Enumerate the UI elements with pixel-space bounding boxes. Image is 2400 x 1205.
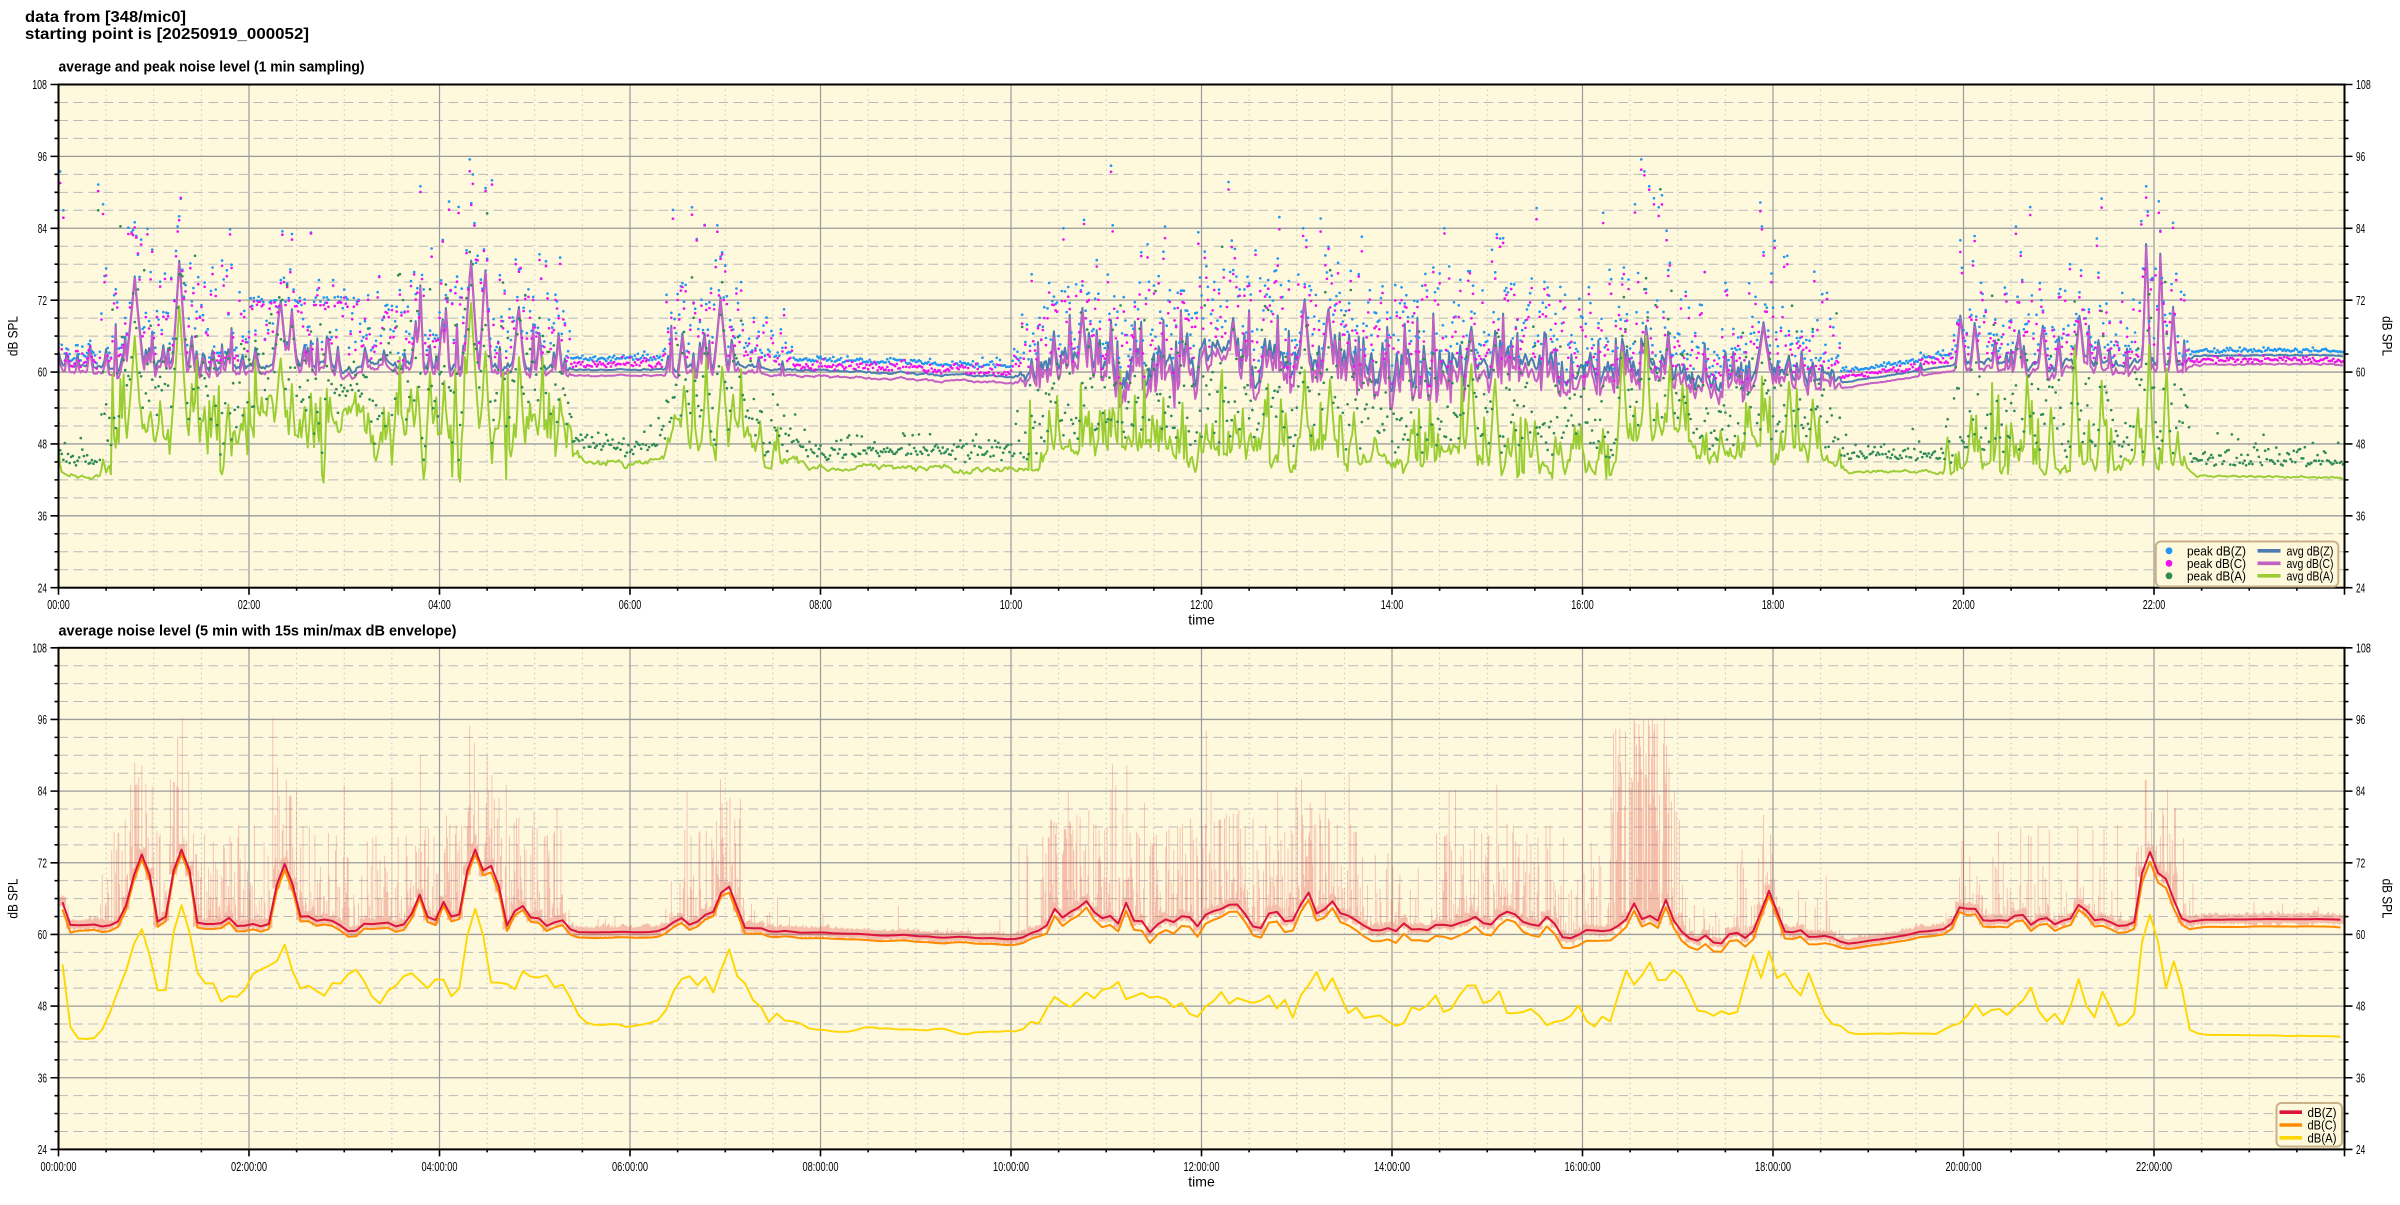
svg-text:24: 24 bbox=[38, 580, 47, 595]
svg-text:12:00:00: 12:00:00 bbox=[1184, 1159, 1220, 1174]
svg-text:10:00:00: 10:00:00 bbox=[993, 1159, 1029, 1174]
svg-text:06:00: 06:00 bbox=[619, 597, 642, 612]
svg-text:36: 36 bbox=[38, 1070, 47, 1085]
svg-text:96: 96 bbox=[38, 712, 47, 727]
svg-text:24: 24 bbox=[2356, 580, 2365, 595]
svg-text:24: 24 bbox=[2356, 1142, 2365, 1157]
svg-text:14:00:00: 14:00:00 bbox=[1374, 1159, 1410, 1174]
svg-text:72: 72 bbox=[38, 855, 47, 870]
svg-text:20:00: 20:00 bbox=[1952, 597, 1975, 612]
svg-text:starting point is [20250919_00: starting point is [20250919_000052] bbox=[25, 26, 309, 43]
svg-text:14:00: 14:00 bbox=[1381, 597, 1404, 612]
svg-text:72: 72 bbox=[2356, 855, 2365, 870]
svg-text:peak dB(Z): peak dB(Z) bbox=[2187, 543, 2246, 558]
svg-text:dB SPL: dB SPL bbox=[2380, 879, 2396, 919]
svg-text:96: 96 bbox=[2356, 712, 2365, 727]
svg-text:60: 60 bbox=[38, 927, 47, 942]
svg-text:108: 108 bbox=[32, 640, 47, 655]
svg-text:dB SPL: dB SPL bbox=[5, 878, 21, 918]
svg-text:avg dB(C): avg dB(C) bbox=[2287, 556, 2334, 571]
svg-text:00:00:00: 00:00:00 bbox=[41, 1159, 77, 1174]
svg-text:04:00:00: 04:00:00 bbox=[422, 1159, 458, 1174]
svg-text:12:00: 12:00 bbox=[1190, 597, 1213, 612]
svg-text:18:00:00: 18:00:00 bbox=[1755, 1159, 1791, 1174]
svg-text:peak dB(C): peak dB(C) bbox=[2187, 556, 2246, 571]
svg-text:average noise level (5 min wit: average noise level (5 min with 15s min/… bbox=[59, 623, 457, 639]
svg-text:avg dB(A): avg dB(A) bbox=[2287, 568, 2334, 583]
svg-text:avg dB(Z): avg dB(Z) bbox=[2287, 543, 2334, 558]
svg-text:08:00:00: 08:00:00 bbox=[803, 1159, 839, 1174]
svg-text:time: time bbox=[1188, 611, 1215, 627]
svg-text:84: 84 bbox=[2356, 784, 2365, 799]
svg-text:dB(C): dB(C) bbox=[2308, 1118, 2337, 1133]
svg-text:average and peak noise level (: average and peak noise level (1 min samp… bbox=[59, 60, 365, 76]
svg-text:16:00: 16:00 bbox=[1571, 597, 1594, 612]
svg-text:08:00: 08:00 bbox=[809, 597, 832, 612]
svg-text:48: 48 bbox=[2356, 999, 2365, 1014]
svg-text:72: 72 bbox=[2356, 293, 2365, 308]
svg-text:22:00:00: 22:00:00 bbox=[2136, 1159, 2172, 1174]
svg-text:18:00: 18:00 bbox=[1762, 597, 1785, 612]
svg-text:time: time bbox=[1188, 1174, 1215, 1190]
svg-text:dB SPL: dB SPL bbox=[2380, 316, 2396, 356]
svg-text:108: 108 bbox=[2356, 77, 2371, 92]
svg-text:peak dB(A): peak dB(A) bbox=[2187, 568, 2246, 583]
svg-text:60: 60 bbox=[38, 365, 47, 380]
svg-text:22:00: 22:00 bbox=[2143, 597, 2166, 612]
svg-text:06:00:00: 06:00:00 bbox=[612, 1159, 648, 1174]
svg-text:96: 96 bbox=[2356, 149, 2365, 164]
svg-text:20:00:00: 20:00:00 bbox=[1946, 1159, 1982, 1174]
svg-text:dB SPL: dB SPL bbox=[5, 316, 21, 356]
svg-text:96: 96 bbox=[38, 149, 47, 164]
svg-text:84: 84 bbox=[2356, 221, 2365, 236]
svg-text:00:00: 00:00 bbox=[47, 597, 70, 612]
svg-text:60: 60 bbox=[2356, 365, 2365, 380]
svg-text:72: 72 bbox=[38, 293, 47, 308]
svg-text:48: 48 bbox=[38, 999, 47, 1014]
svg-text:10:00: 10:00 bbox=[1000, 597, 1023, 612]
svg-text:48: 48 bbox=[38, 437, 47, 452]
svg-text:dB(A): dB(A) bbox=[2308, 1130, 2337, 1145]
svg-text:16:00:00: 16:00:00 bbox=[1565, 1159, 1601, 1174]
svg-text:36: 36 bbox=[38, 508, 47, 523]
svg-text:108: 108 bbox=[32, 77, 47, 92]
svg-text:108: 108 bbox=[2356, 640, 2371, 655]
svg-text:84: 84 bbox=[38, 784, 47, 799]
svg-text:36: 36 bbox=[2356, 508, 2365, 523]
svg-text:02:00: 02:00 bbox=[238, 597, 261, 612]
svg-text:dB(Z): dB(Z) bbox=[2308, 1105, 2337, 1120]
svg-text:60: 60 bbox=[2356, 927, 2365, 942]
svg-text:24: 24 bbox=[38, 1142, 47, 1157]
svg-text:36: 36 bbox=[2356, 1070, 2365, 1085]
svg-text:48: 48 bbox=[2356, 437, 2365, 452]
svg-text:04:00: 04:00 bbox=[428, 597, 451, 612]
svg-text:02:00:00: 02:00:00 bbox=[231, 1159, 267, 1174]
svg-text:84: 84 bbox=[38, 221, 47, 236]
svg-text:data from [348/mic0]: data from [348/mic0] bbox=[25, 9, 186, 26]
